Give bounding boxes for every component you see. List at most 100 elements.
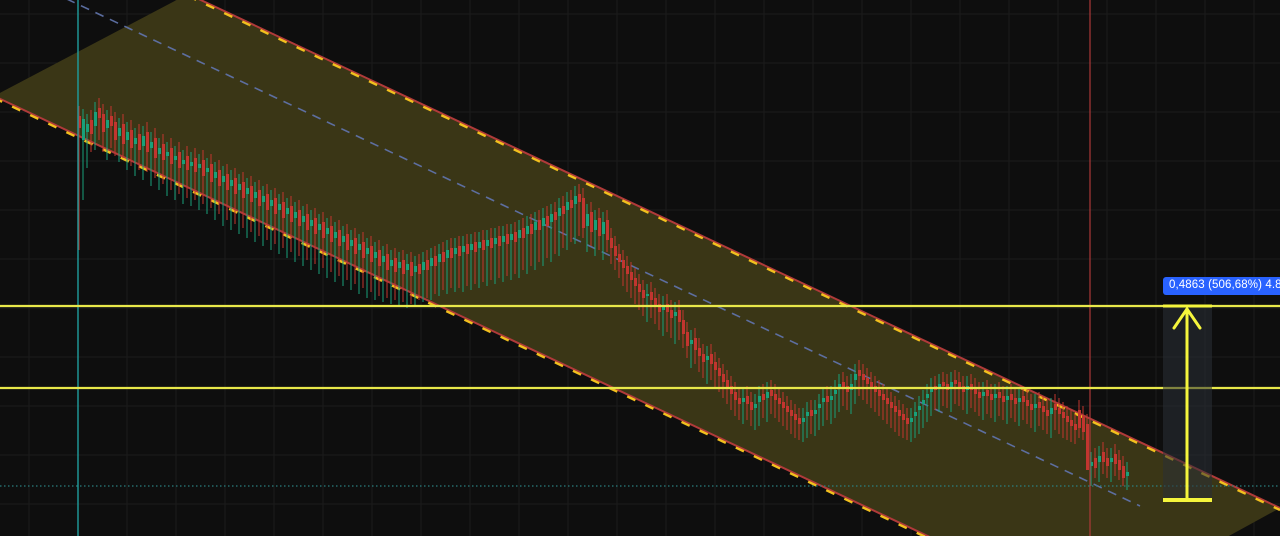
candle-body	[382, 256, 385, 262]
candle-body	[86, 124, 89, 132]
candle-body	[854, 374, 857, 380]
candle-body	[646, 294, 649, 296]
candle-body	[234, 178, 237, 194]
candle-body	[610, 238, 613, 248]
candle-body	[226, 174, 229, 190]
candle-body	[454, 248, 457, 254]
candle-body	[150, 142, 153, 148]
candle-body	[366, 248, 369, 254]
channel-upper-line-dash[interactable]	[188, 0, 1280, 512]
candle-body	[818, 404, 821, 408]
measure-tool-badge[interactable]: 0,4863 (506,68%) 4.863	[1163, 277, 1280, 295]
candle-body	[178, 152, 181, 168]
candle-body	[298, 210, 301, 226]
candle-body	[738, 398, 741, 404]
candle-body	[598, 218, 601, 236]
candle-body	[710, 354, 713, 364]
candle-body	[906, 418, 909, 424]
candle-body	[770, 390, 773, 396]
candle-body	[430, 258, 433, 266]
candle-body	[554, 212, 557, 220]
candle-body	[354, 238, 357, 254]
candle-body	[494, 238, 497, 244]
candle-body	[842, 382, 845, 388]
candle-body	[778, 398, 781, 404]
candle-body	[110, 116, 113, 126]
channel-lower-line-base[interactable]	[0, 96, 1280, 536]
candle-body	[318, 224, 321, 230]
measure-arrow-head-left	[1172, 307, 1189, 330]
candle-body	[1038, 402, 1041, 408]
candle-body	[538, 220, 541, 230]
candle-body	[158, 148, 161, 154]
candle-body	[146, 132, 149, 152]
candle-body	[446, 250, 449, 258]
candle-body	[590, 212, 593, 232]
candle-body	[1054, 404, 1057, 410]
candle-body	[1110, 458, 1113, 462]
candle-body	[638, 284, 641, 292]
candle-body	[690, 340, 693, 344]
candle-body	[706, 356, 709, 360]
candle-body	[510, 234, 513, 240]
candle-body	[1098, 456, 1101, 462]
candle-body	[334, 232, 337, 238]
candle-body	[402, 260, 405, 274]
candle-body	[658, 304, 661, 312]
candle-body	[1010, 394, 1013, 400]
candle-body	[826, 396, 829, 402]
candle-body	[362, 242, 365, 258]
candle-body	[574, 196, 577, 204]
candle-body	[674, 312, 677, 316]
candle-body	[898, 410, 901, 416]
candle-body	[894, 406, 897, 412]
candle-body	[206, 168, 209, 172]
candle-body	[586, 214, 589, 226]
candle-body	[790, 410, 793, 416]
candle-body	[838, 384, 841, 388]
candle-body	[986, 390, 989, 396]
candle-body	[170, 148, 173, 164]
candle-body	[518, 230, 521, 238]
candle-body	[534, 222, 537, 230]
candle-body	[1058, 408, 1061, 414]
candle-body	[954, 380, 957, 384]
candle-body	[266, 194, 269, 210]
channel-midline[interactable]	[52, 0, 1141, 507]
candle-body	[1042, 406, 1045, 412]
candle-body	[94, 112, 97, 126]
candle-body	[694, 338, 697, 350]
candle-body	[830, 396, 833, 400]
candle-body	[882, 394, 885, 400]
candle-body	[650, 292, 653, 300]
candle-body	[142, 136, 145, 146]
candle-body	[1026, 400, 1029, 406]
candle-body	[626, 266, 629, 274]
channel-upper-line-base[interactable]	[188, 0, 1280, 509]
candle-body	[294, 212, 297, 218]
candle-body	[762, 394, 765, 400]
candle-body	[438, 254, 441, 262]
candle-body	[606, 220, 609, 240]
candle-body	[670, 310, 673, 318]
candle-body	[570, 200, 573, 208]
candle-body	[514, 232, 517, 242]
candle-body	[450, 248, 453, 258]
candle-body	[802, 418, 805, 422]
candle-body	[134, 138, 137, 144]
candle-body	[162, 144, 165, 160]
candle-body	[418, 264, 421, 274]
candle-body	[582, 198, 585, 228]
candle-body	[350, 240, 353, 246]
candle-body	[990, 394, 993, 400]
candle-body	[182, 160, 185, 164]
candle-body	[1078, 410, 1081, 428]
candle-body	[1018, 398, 1021, 402]
candle-body	[982, 392, 985, 396]
candle-body	[346, 234, 349, 250]
